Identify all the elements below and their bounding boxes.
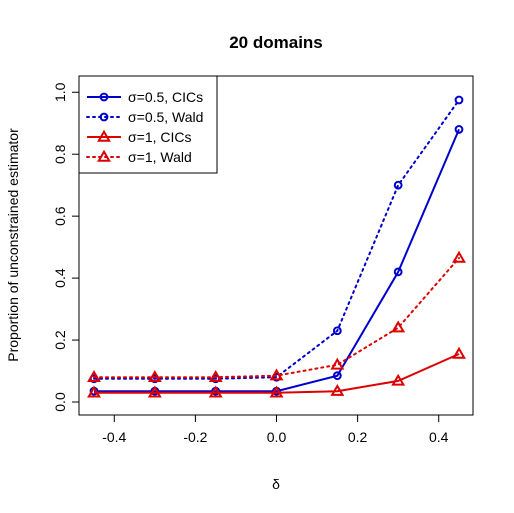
x-tick-label: 0.0 <box>267 429 287 445</box>
data-point <box>391 373 406 386</box>
chart-title: 20 domains <box>229 33 323 52</box>
series-line <box>93 257 460 379</box>
series-line <box>94 353 460 394</box>
y-tick-label: 0.4 <box>52 268 68 288</box>
y-tick-label: 0.8 <box>52 144 68 164</box>
data-point <box>393 180 403 190</box>
legend-label: σ=1, Wald <box>128 149 192 165</box>
x-tick-label: -0.4 <box>102 429 126 445</box>
legend-marker <box>97 149 111 162</box>
data-point <box>87 370 101 382</box>
data-point <box>147 370 162 382</box>
series-line <box>93 99 460 380</box>
data-point <box>269 385 284 398</box>
data-point <box>147 385 162 398</box>
series-3 <box>87 346 466 398</box>
data-point <box>269 368 284 381</box>
data-point <box>332 326 342 336</box>
legend-label: σ=0.5, Wald <box>128 109 203 125</box>
legend-marker <box>97 129 111 142</box>
legend-marker <box>99 92 109 102</box>
y-axis: 0.0 0.2 0.4 0.6 0.8 1.0 <box>52 82 80 412</box>
legend-marker <box>99 112 109 122</box>
data-point <box>393 267 403 277</box>
y-tick-label: 0.0 <box>52 392 68 412</box>
series-4 <box>87 250 466 382</box>
y-tick-label: 0.6 <box>52 206 68 226</box>
x-tick-label: 0.2 <box>348 429 368 445</box>
data-point <box>454 95 464 105</box>
legend-label: σ=1, CICs <box>128 129 192 145</box>
data-point <box>452 250 466 263</box>
y-tick-label: 0.2 <box>52 330 68 350</box>
data-point <box>87 385 101 398</box>
legend: σ=0.5, CICs σ=0.5, Wald σ=1, CICs σ=1, Wald <box>78 75 218 174</box>
x-axis: -0.4 -0.2 0.0 0.2 0.4 <box>102 414 449 445</box>
data-point <box>330 383 345 396</box>
legend-label: σ=0.5, CICs <box>128 89 203 105</box>
data-point <box>208 370 223 382</box>
data-point <box>452 346 466 359</box>
data-point <box>332 371 342 381</box>
x-tick-label: 0.4 <box>429 429 449 445</box>
x-axis-label: δ <box>272 476 280 492</box>
series-layer <box>87 95 466 398</box>
y-axis-label: Proportion of unconstrained estimator <box>5 128 21 362</box>
data-point <box>330 357 345 370</box>
series-line <box>94 129 460 393</box>
y-tick-label: 1.0 <box>52 82 68 102</box>
data-point <box>454 125 464 134</box>
data-point <box>208 385 223 398</box>
x-tick-label: -0.2 <box>183 429 207 445</box>
data-point <box>391 320 406 333</box>
